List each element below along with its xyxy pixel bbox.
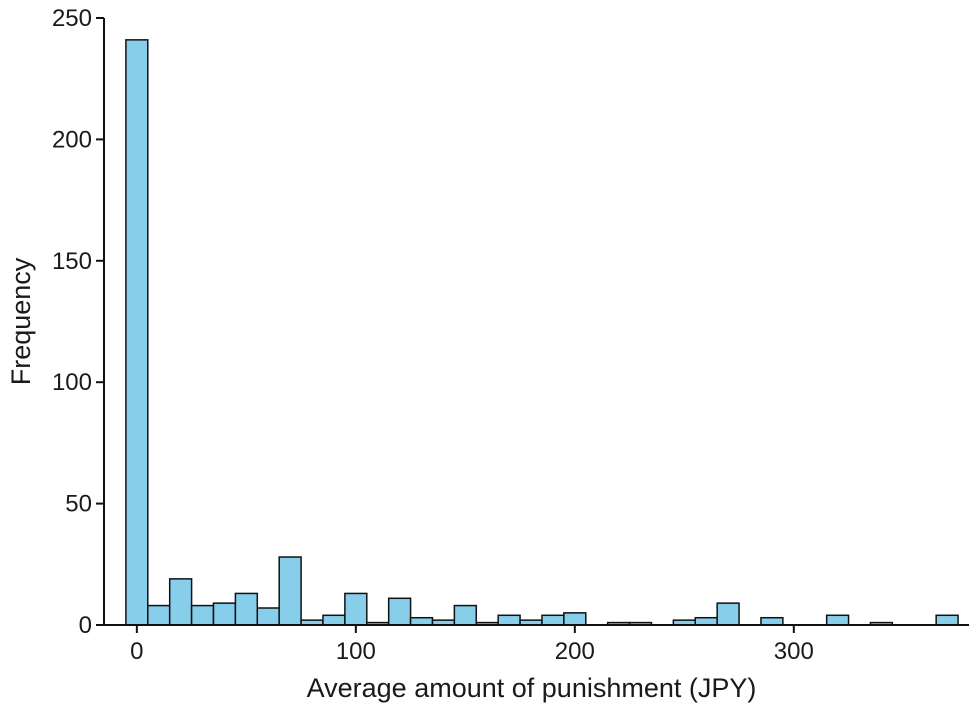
y-tick-label-150: 150 (52, 248, 92, 275)
histogram-bar-100 (344, 592, 368, 626)
histogram-bar-50 (234, 592, 259, 626)
histogram-bar-0 (125, 39, 149, 626)
x-ticks-group: 0 100 200 300 (130, 625, 814, 665)
histogram-bar-70 (278, 556, 302, 626)
histogram-bar-200 (563, 612, 587, 626)
y-tick-label-0: 0 (79, 612, 92, 639)
y-tick-label-250: 250 (52, 5, 92, 32)
histogram-bar-40 (212, 602, 237, 626)
y-tick-label-200: 200 (52, 126, 92, 153)
histogram-bar-370 (935, 614, 959, 626)
histogram-bar-290 (760, 616, 784, 626)
x-tick-label-300: 300 (774, 638, 814, 665)
histogram-bar-120 (387, 597, 412, 626)
x-tick-label-0: 0 (130, 638, 143, 665)
histogram-bar-260 (694, 616, 718, 626)
x-axis-title: Average amount of punishment (JPY) (307, 673, 757, 703)
histogram-bar-20 (168, 578, 193, 626)
y-ticks-group: 0 50 100 150 200 250 (52, 5, 104, 639)
x-tick-label-100: 100 (336, 638, 376, 665)
histogram-bar-190 (541, 614, 565, 626)
bars-group (125, 39, 959, 626)
histogram-bar-60 (256, 607, 280, 626)
histogram-bar-270 (716, 602, 740, 626)
x-tick-label-200: 200 (555, 638, 595, 665)
histogram-bar-30 (190, 604, 215, 626)
y-tick-label-50: 50 (65, 491, 92, 518)
histogram-bar-150 (453, 604, 478, 626)
histogram-bar-170 (497, 614, 521, 626)
histogram-bar-320 (825, 614, 850, 626)
histogram-bar-10 (147, 604, 171, 626)
y-axis-title: Frequency (6, 257, 36, 385)
y-tick-label-100: 100 (52, 369, 92, 396)
histogram-bar-90 (322, 614, 346, 626)
histogram-bar-130 (409, 616, 434, 626)
